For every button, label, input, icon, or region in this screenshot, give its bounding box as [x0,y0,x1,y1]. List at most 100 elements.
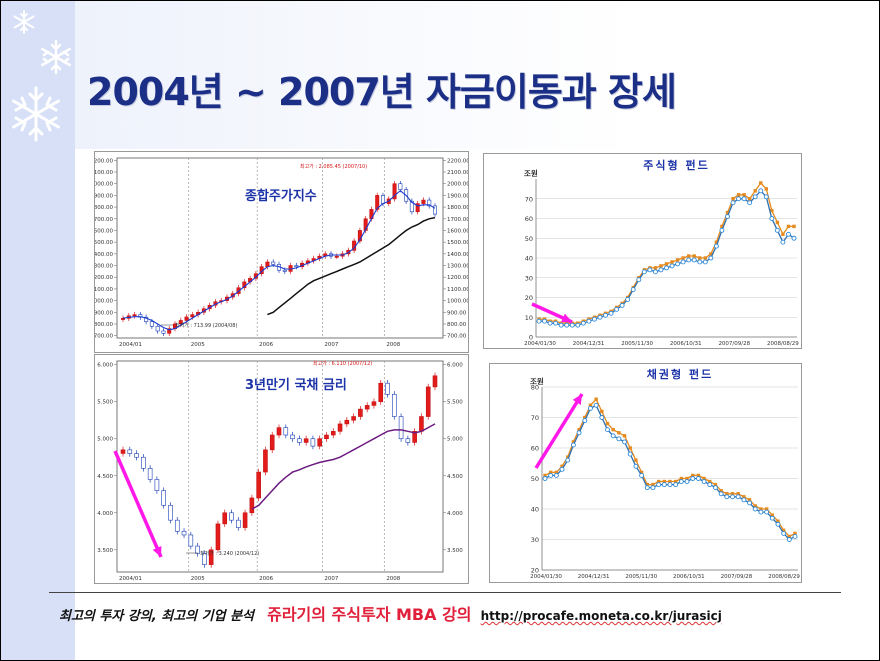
data-point [636,277,642,283]
y-axis-label: 조원 [530,376,544,386]
candle [184,316,189,321]
data-point [645,482,649,487]
data-point [639,470,644,475]
data-point [554,470,559,475]
data-point [718,491,724,497]
candle [294,265,299,268]
data-point [588,403,593,407]
data-point [630,287,636,293]
candle [409,200,414,213]
data-point [758,188,764,194]
data-point [582,418,588,423]
candle [161,330,166,334]
snowflake-icon [12,86,60,142]
candle [202,553,207,565]
data-point [622,434,627,438]
y-tick-label: 3.500 [97,548,113,554]
data-point [652,269,658,275]
data-point [670,260,674,264]
y-tick-label: 20 [525,294,533,302]
y-tick-label: 700.00 [447,334,467,340]
data-point [611,428,615,432]
data-point [536,318,542,324]
data-point [792,224,796,229]
candle [290,434,295,440]
y-tick-label: 20 [531,567,539,575]
data-point [747,200,753,206]
candle [263,449,268,473]
data-point [608,310,614,316]
data-point [675,261,681,267]
x-tick-label: 2004/01/30 [524,341,556,347]
data-point [616,436,622,442]
data-point [547,320,553,326]
data-point [764,509,770,515]
data-point [720,224,724,229]
trend-arrow-shaft [534,393,584,469]
candle [334,255,339,258]
data-point [684,479,690,485]
data-point [548,470,553,475]
x-tick-label: 2007/09/28 [718,341,750,347]
candle [380,195,386,204]
data-point [775,521,781,527]
bond-fund-chart-panel: 20 30 40 50 60 70 80 2004/01/30 2004/12/31 2005/1… [489,363,802,583]
candle [398,183,403,190]
candle [249,497,255,514]
data-point [656,479,661,484]
data-point [685,476,689,481]
data-point [747,500,752,506]
x-tick-label: 2008/08/29 [768,574,800,580]
candle [269,434,275,451]
candle [330,431,336,436]
data-point [543,473,547,478]
data-point [617,431,621,435]
data-point [570,442,576,448]
x-tick-label: 2007 [324,342,338,348]
y-tick-label: 0 [529,334,533,342]
low-annotation: 최저가 : 3.240 (2004/12) [200,550,259,557]
data-point [725,210,730,215]
data-point [669,263,675,269]
data-point [667,482,673,488]
y-tick-label: 40 [525,255,533,263]
y-tick-label: 5.000 [97,437,113,443]
kospi-chart: 2200.00 2200.00 2100.00 2100.00 2000.00 2000.… [90,157,470,348]
y-tick-label: 1700.00 [447,217,468,223]
data-point [752,194,758,200]
y-tick-label: 700.00 [95,334,113,340]
data-point [752,506,758,512]
data-point [698,256,702,260]
data-point [633,463,639,469]
chart-title: 채권형 펀드 [647,367,713,381]
slide-title: 2004년 ~ 2007년 자금이동과 장세 [87,70,677,114]
data-point [605,421,610,426]
data-point [651,482,655,487]
y-tick-label: 900.00 [95,310,113,316]
data-point [702,259,708,265]
data-point [680,259,686,265]
data-point [714,240,719,244]
candle [174,519,180,532]
y-tick-label: 5.000 [447,437,463,443]
candle [195,545,200,554]
data-point [560,464,564,468]
candle [324,434,329,440]
x-tick-label: 2005 [191,576,205,582]
y-tick-label: 2000.00 [447,182,468,188]
data-point [591,316,597,322]
y-tick-label: 1400.00 [447,252,468,258]
x-tick-label: 2007/09/28 [721,574,753,580]
kospi-chart-panel: 2200.00 2200.00 2100.00 2100.00 2000.00 2000.… [90,151,470,353]
footer-divider [49,592,841,593]
candle [256,471,261,499]
data-point [719,227,725,233]
candle [415,203,420,213]
y-tick-label: 2100.00 [447,170,468,176]
footer-url-link[interactable]: http://procafe.moneta.co.kr/jurasicj [480,609,722,623]
data-point [575,322,581,328]
data-point [597,314,603,320]
candle [351,416,356,421]
plot-area [116,157,444,339]
y-tick-label: 1200.00 [95,275,113,281]
